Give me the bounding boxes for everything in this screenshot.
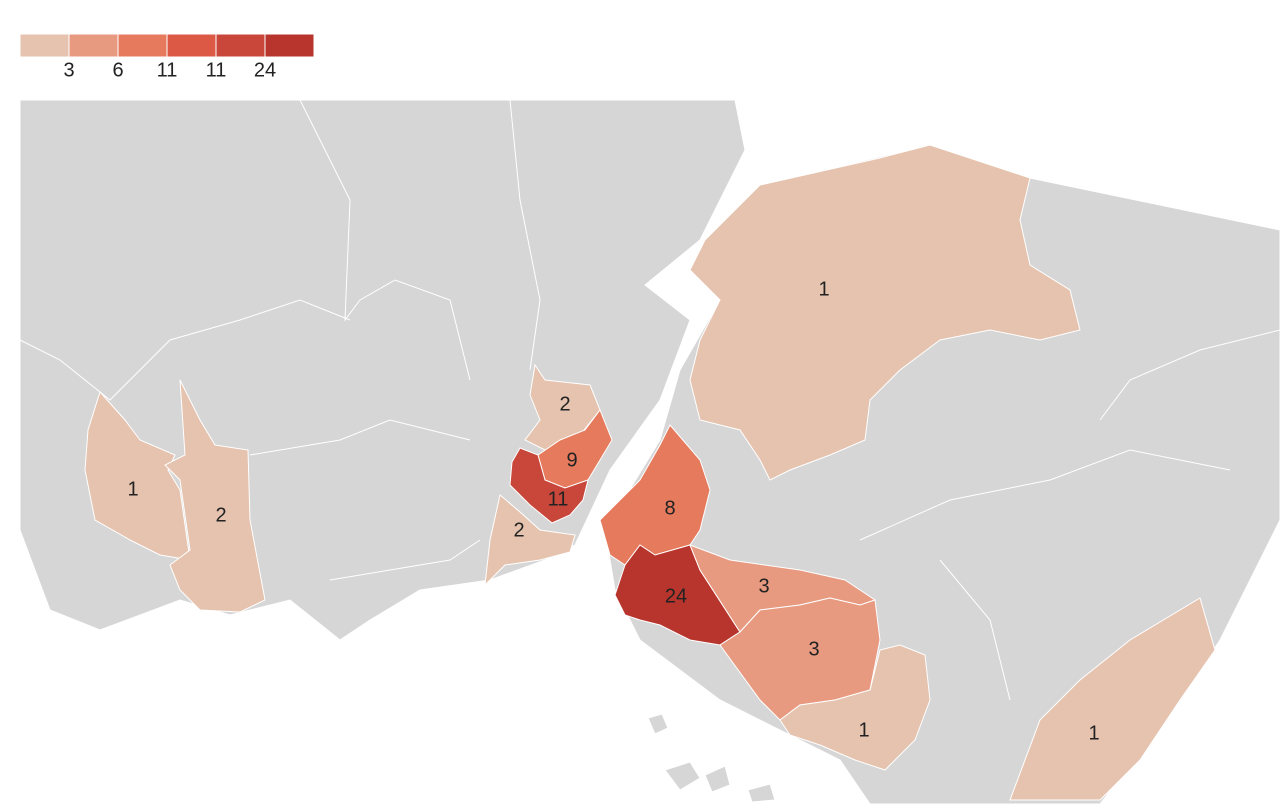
district bbox=[1009, 597, 1216, 801]
legend-swatch bbox=[264, 33, 315, 58]
border bbox=[1099, 329, 1280, 421]
district-value: 1 bbox=[818, 278, 829, 300]
border bbox=[859, 449, 1231, 541]
district-value: 1 bbox=[127, 478, 138, 500]
district-value: 9 bbox=[566, 449, 577, 471]
legend-break: 11 bbox=[157, 59, 178, 81]
district-value: 2 bbox=[513, 519, 524, 541]
district-value: 11 bbox=[548, 488, 569, 510]
district-value: 8 bbox=[664, 497, 675, 519]
island bbox=[664, 761, 701, 791]
border bbox=[509, 99, 541, 371]
district bbox=[509, 447, 589, 524]
legend-break: 6 bbox=[112, 59, 123, 81]
district bbox=[689, 144, 1081, 481]
district-value: 1 bbox=[858, 719, 869, 741]
legend-swatch bbox=[19, 33, 70, 58]
district-value: 3 bbox=[758, 575, 769, 597]
island bbox=[704, 765, 731, 793]
district-value: 24 bbox=[665, 585, 687, 607]
district bbox=[719, 597, 881, 721]
legend-swatch bbox=[117, 33, 168, 58]
legend-break: 3 bbox=[63, 59, 74, 81]
legend-break: 11 bbox=[206, 59, 227, 81]
island bbox=[647, 713, 669, 735]
legend-swatch bbox=[166, 33, 217, 58]
legend-break: 24 bbox=[254, 59, 276, 81]
district-borders bbox=[19, 99, 1280, 701]
district-value: 1 bbox=[1088, 722, 1099, 744]
island bbox=[747, 783, 776, 803]
legend-swatch bbox=[215, 33, 266, 58]
district bbox=[779, 644, 931, 771]
border bbox=[299, 99, 471, 381]
border bbox=[939, 559, 1011, 701]
district-value: 2 bbox=[215, 504, 226, 526]
district bbox=[484, 494, 576, 587]
district bbox=[164, 379, 266, 613]
border bbox=[19, 299, 351, 401]
border bbox=[249, 419, 471, 456]
district-value: 3 bbox=[808, 638, 819, 660]
legend: 3 6 11 11 24 bbox=[19, 33, 315, 81]
border bbox=[329, 539, 481, 581]
legend-swatch bbox=[68, 33, 119, 58]
district-value: 2 bbox=[559, 393, 570, 415]
